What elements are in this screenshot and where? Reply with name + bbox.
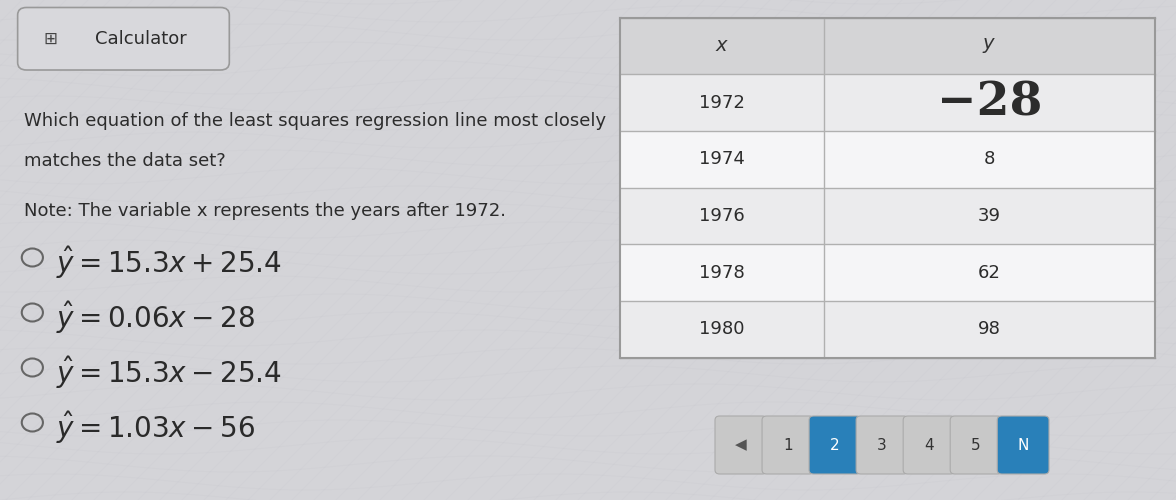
Text: matches the data set?: matches the data set? xyxy=(24,152,226,170)
Text: 2: 2 xyxy=(830,438,840,452)
Text: $\hat{y} = 0.06x - 28$: $\hat{y} = 0.06x - 28$ xyxy=(56,299,255,336)
Text: 98: 98 xyxy=(978,320,1001,338)
FancyBboxPatch shape xyxy=(809,416,861,474)
Text: $\hat{y} = 15.3x - 25.4$: $\hat{y} = 15.3x - 25.4$ xyxy=(56,354,281,391)
Text: Which equation of the least squares regression line most closely: Which equation of the least squares regr… xyxy=(24,112,606,130)
Text: 4: 4 xyxy=(924,438,934,452)
Text: 1976: 1976 xyxy=(699,207,744,225)
FancyBboxPatch shape xyxy=(621,131,1155,188)
FancyBboxPatch shape xyxy=(715,416,767,474)
Text: $y$: $y$ xyxy=(982,36,997,56)
Text: $\hat{y} =15.3x + 25.4$: $\hat{y} =15.3x + 25.4$ xyxy=(56,244,281,281)
Text: N: N xyxy=(1017,438,1029,452)
Text: ◀: ◀ xyxy=(735,438,747,452)
FancyBboxPatch shape xyxy=(950,416,1002,474)
Text: Calculator: Calculator xyxy=(95,30,187,48)
FancyBboxPatch shape xyxy=(18,8,229,70)
Text: −28: −28 xyxy=(937,80,1042,126)
Text: 1972: 1972 xyxy=(699,94,744,112)
FancyBboxPatch shape xyxy=(621,301,1155,358)
Text: 1: 1 xyxy=(783,438,793,452)
Text: $x$: $x$ xyxy=(715,36,729,56)
Text: 1974: 1974 xyxy=(699,150,744,168)
FancyBboxPatch shape xyxy=(621,188,1155,244)
FancyBboxPatch shape xyxy=(997,416,1049,474)
Text: 3: 3 xyxy=(877,438,887,452)
Text: 5: 5 xyxy=(971,438,981,452)
Text: 8: 8 xyxy=(984,150,995,168)
Text: ⊞: ⊞ xyxy=(44,30,56,48)
FancyBboxPatch shape xyxy=(621,244,1155,301)
FancyBboxPatch shape xyxy=(856,416,908,474)
Text: 62: 62 xyxy=(978,264,1001,281)
FancyBboxPatch shape xyxy=(621,18,1155,74)
FancyBboxPatch shape xyxy=(621,74,1155,131)
Text: 39: 39 xyxy=(978,207,1001,225)
Text: Note: The variable x represents the years after 1972.: Note: The variable x represents the year… xyxy=(24,202,506,220)
FancyBboxPatch shape xyxy=(903,416,955,474)
FancyBboxPatch shape xyxy=(762,416,814,474)
Text: 1978: 1978 xyxy=(699,264,744,281)
Text: $\hat{y} =1.03x - 56$: $\hat{y} =1.03x - 56$ xyxy=(56,409,255,446)
Text: 1980: 1980 xyxy=(700,320,744,338)
